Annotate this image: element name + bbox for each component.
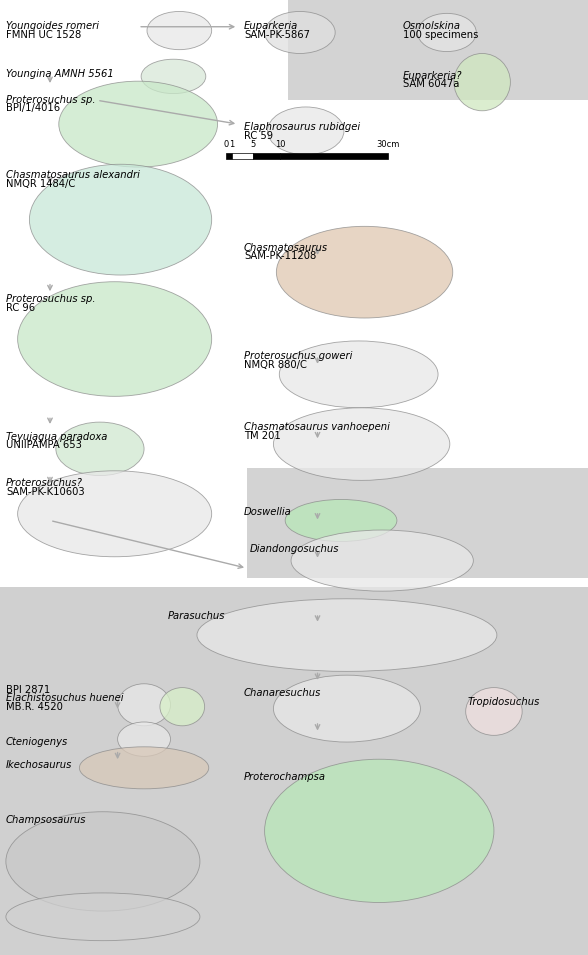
Ellipse shape bbox=[285, 499, 397, 541]
Text: Osmolskina: Osmolskina bbox=[403, 21, 461, 31]
Ellipse shape bbox=[417, 13, 476, 52]
Ellipse shape bbox=[79, 747, 209, 789]
Bar bbox=[280, 153, 388, 159]
Bar bbox=[0, 587, 588, 955]
Text: Tropidosuchus: Tropidosuchus bbox=[467, 697, 540, 707]
Ellipse shape bbox=[6, 893, 200, 941]
Text: Euparkeria?: Euparkeria? bbox=[403, 71, 462, 80]
Ellipse shape bbox=[268, 107, 344, 155]
Text: TM 201: TM 201 bbox=[244, 431, 280, 440]
Text: Diandongosuchus: Diandongosuchus bbox=[250, 544, 339, 554]
Ellipse shape bbox=[56, 422, 144, 476]
Ellipse shape bbox=[18, 471, 212, 557]
Text: SAM 6047a: SAM 6047a bbox=[403, 79, 459, 89]
Ellipse shape bbox=[265, 11, 335, 53]
Text: BPI/1/4016: BPI/1/4016 bbox=[6, 103, 60, 113]
Bar bbox=[232, 153, 253, 159]
Ellipse shape bbox=[160, 688, 205, 726]
Ellipse shape bbox=[466, 688, 522, 735]
Bar bbox=[247, 468, 588, 578]
Text: Proterosuchus goweri: Proterosuchus goweri bbox=[244, 351, 352, 361]
Text: Proterosuchus?: Proterosuchus? bbox=[6, 478, 83, 488]
Ellipse shape bbox=[279, 341, 438, 408]
Text: 0: 0 bbox=[224, 140, 229, 149]
Bar bbox=[226, 153, 232, 159]
Ellipse shape bbox=[59, 81, 218, 167]
Text: BPI 2871: BPI 2871 bbox=[6, 685, 50, 694]
Text: Proterosuchus sp.: Proterosuchus sp. bbox=[6, 95, 95, 104]
Ellipse shape bbox=[454, 53, 510, 111]
Text: Euparkeria: Euparkeria bbox=[244, 21, 298, 31]
Text: Chanaresuchus: Chanaresuchus bbox=[244, 688, 322, 697]
Ellipse shape bbox=[118, 722, 171, 756]
Text: Teyujagua paradoxa: Teyujagua paradoxa bbox=[6, 432, 107, 441]
Text: Proterochampsa: Proterochampsa bbox=[244, 772, 326, 781]
Ellipse shape bbox=[29, 164, 212, 275]
Bar bbox=[288, 0, 588, 100]
Text: SAM-PK-K10603: SAM-PK-K10603 bbox=[6, 487, 85, 497]
Text: Youngina AMNH 5561: Youngina AMNH 5561 bbox=[6, 69, 113, 78]
Text: NMQR 1484/C: NMQR 1484/C bbox=[6, 179, 75, 188]
Ellipse shape bbox=[118, 684, 171, 726]
Text: Chasmatosaurus vanhoepeni: Chasmatosaurus vanhoepeni bbox=[244, 422, 390, 432]
Text: SAM-PK-11208: SAM-PK-11208 bbox=[244, 251, 316, 261]
Text: Proterosuchus sp.: Proterosuchus sp. bbox=[6, 294, 95, 304]
Text: MB.R. 4520: MB.R. 4520 bbox=[6, 702, 63, 711]
Bar bbox=[253, 153, 280, 159]
Text: Elaphrosaurus rubidgei: Elaphrosaurus rubidgei bbox=[244, 122, 360, 132]
Ellipse shape bbox=[147, 11, 212, 50]
Ellipse shape bbox=[18, 282, 212, 396]
Text: Champsosaurus: Champsosaurus bbox=[6, 815, 86, 824]
Text: 5: 5 bbox=[250, 140, 256, 149]
Text: 100 specimens: 100 specimens bbox=[403, 30, 478, 39]
Ellipse shape bbox=[291, 530, 473, 591]
Text: Ikechosaurus: Ikechosaurus bbox=[6, 760, 72, 770]
Ellipse shape bbox=[276, 226, 453, 318]
Text: NMQR 880/C: NMQR 880/C bbox=[244, 360, 307, 370]
Text: Parasuchus: Parasuchus bbox=[168, 611, 225, 621]
Text: UNIIPAMPA 653: UNIIPAMPA 653 bbox=[6, 440, 82, 450]
Text: Chasmatosaurus: Chasmatosaurus bbox=[244, 243, 328, 252]
Text: FMNH UC 1528: FMNH UC 1528 bbox=[6, 30, 81, 39]
Text: Youngoides romeri: Youngoides romeri bbox=[6, 21, 99, 31]
Text: RC 96: RC 96 bbox=[6, 303, 35, 312]
Text: Elachistosuchus huenei: Elachistosuchus huenei bbox=[6, 693, 123, 703]
Text: Chasmatosaurus alexandri: Chasmatosaurus alexandri bbox=[6, 170, 140, 180]
Ellipse shape bbox=[197, 599, 497, 671]
Ellipse shape bbox=[265, 759, 494, 902]
Text: Doswellia: Doswellia bbox=[244, 507, 292, 517]
Ellipse shape bbox=[273, 408, 450, 480]
Text: SAM-PK-5867: SAM-PK-5867 bbox=[244, 30, 310, 39]
Text: 30cm: 30cm bbox=[376, 140, 400, 149]
Text: 10: 10 bbox=[275, 140, 286, 149]
Ellipse shape bbox=[141, 59, 206, 94]
Ellipse shape bbox=[273, 675, 420, 742]
Text: RC 59: RC 59 bbox=[244, 131, 273, 140]
Text: 1: 1 bbox=[229, 140, 235, 149]
Text: Cteniogenys: Cteniogenys bbox=[6, 737, 68, 747]
Ellipse shape bbox=[6, 812, 200, 911]
